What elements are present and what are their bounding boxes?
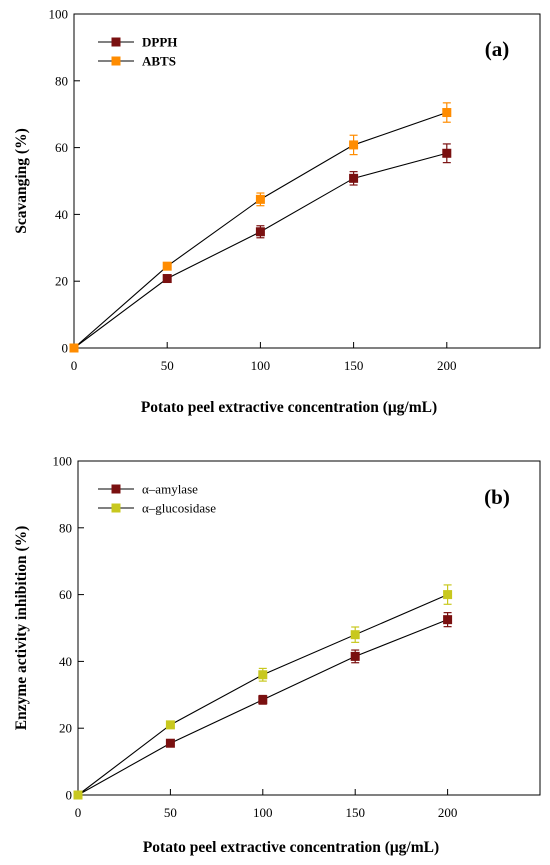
legend-label: ABTS: [142, 54, 176, 69]
x-tick-label: 0: [71, 358, 78, 373]
data-point: [69, 343, 79, 353]
y-tick-label: 0: [66, 788, 73, 803]
data-point: [162, 274, 172, 284]
y-tick-label: 40: [55, 207, 68, 222]
x-axis-title: Potato peel extractive concentration (μg…: [143, 839, 439, 856]
data-point: [350, 630, 360, 640]
chart-panel-b: 0 20 40 60 80 100 0 50 100 150 200 Potato peel extr…: [13, 454, 541, 856]
legend-marker: [111, 37, 121, 47]
data-point: [73, 790, 83, 800]
x-tick-label: 50: [161, 358, 174, 373]
y-tick-label: 60: [55, 140, 68, 155]
y-tick-label: 100: [49, 7, 69, 22]
panel-label: (a): [485, 37, 510, 61]
y-tick-label: 60: [59, 587, 72, 602]
x-axis-title: Potato peel extractive concentration (μg…: [141, 399, 437, 416]
plot-frame: [73, 13, 541, 349]
x-tick-label: 200: [437, 358, 457, 373]
y-axis-title: Enzyme activity inhibition (%): [13, 526, 30, 731]
data-point: [442, 148, 452, 158]
data-point: [349, 140, 359, 150]
y-tick-label: 40: [59, 654, 72, 669]
series-1: α–amylase: [73, 482, 453, 800]
x-tick-label: 150: [344, 358, 364, 373]
x-tick-label: 50: [164, 805, 177, 820]
data-point: [165, 720, 175, 730]
legend-label: α–amylase: [142, 482, 198, 497]
series-2: α–glucosidase: [73, 501, 453, 800]
x-tick-label: 200: [438, 805, 458, 820]
data-point: [443, 615, 453, 625]
series-line: [73, 152, 447, 349]
y-tick-label: 0: [62, 341, 69, 356]
panel-label: (b): [484, 485, 510, 509]
legend-label: α–glucosidase: [142, 501, 216, 516]
chart-panel-a: 0 20 40 60 80 100 0 50 100 150 200 Potato peel extr…: [13, 7, 541, 416]
y-tick-label: 100: [53, 454, 73, 469]
data-point: [442, 108, 452, 118]
data-point: [349, 173, 359, 183]
data-point: [443, 590, 453, 600]
series-line: [77, 594, 448, 796]
data-point: [255, 227, 265, 237]
x-tick-label: 100: [253, 805, 273, 820]
x-tick-label: 0: [75, 805, 82, 820]
legend-marker: [111, 503, 121, 513]
legend-marker: [111, 56, 121, 66]
data-point: [255, 194, 265, 204]
x-tick-label: 100: [251, 358, 271, 373]
x-tick-label: 150: [345, 805, 365, 820]
data-point: [258, 670, 268, 680]
y-axis-title: Scavanging (%): [13, 128, 30, 234]
series-2: ABTS: [69, 54, 452, 353]
legend-marker: [111, 484, 121, 494]
data-point: [165, 738, 175, 748]
y-tick-label: 80: [55, 73, 68, 88]
y-tick-label: 80: [59, 520, 72, 535]
data-point: [350, 651, 360, 661]
series-line: [77, 619, 448, 796]
data-point: [258, 695, 268, 705]
legend-label: DPPH: [142, 35, 177, 50]
y-tick-label: 20: [55, 274, 68, 289]
data-point: [162, 261, 172, 271]
y-tick-label: 20: [59, 721, 72, 736]
plot-frame: [77, 460, 541, 796]
